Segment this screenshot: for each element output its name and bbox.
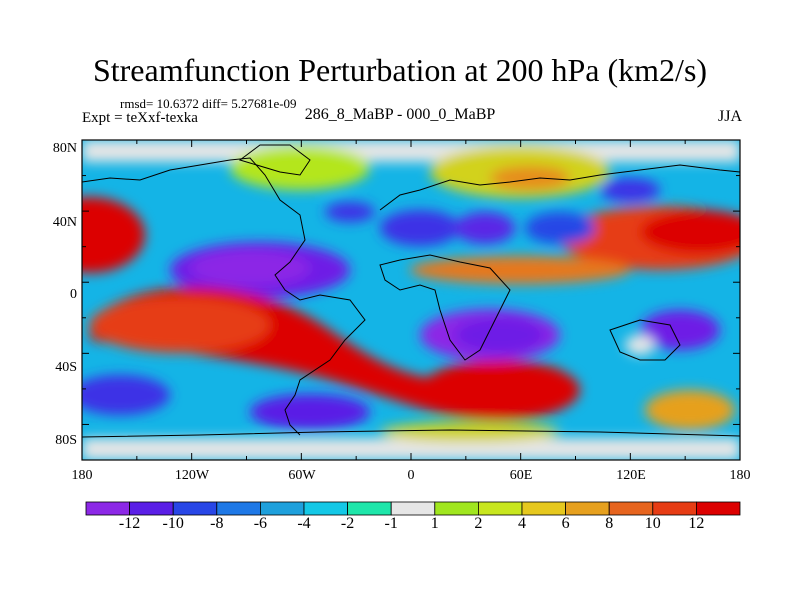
middle-east-tongue (410, 256, 630, 284)
south-pacific-high (645, 390, 735, 430)
antarctica-outline (82, 429, 740, 438)
australia-outline (609, 319, 681, 361)
pacific-high-left (82, 197, 145, 273)
lon-label: 60E (509, 468, 533, 483)
colorbar-swatch (216, 501, 261, 516)
lon-label: 60W (288, 468, 316, 483)
colorbar-label: 10 (644, 515, 661, 532)
colorbar (85, 501, 741, 516)
colorbar-label: 1 (430, 515, 439, 532)
colorbar-label: -10 (162, 515, 184, 532)
colorbar-label: 2 (474, 515, 483, 532)
indian-low (640, 310, 720, 350)
lat-label: 40S (55, 360, 77, 375)
lon-label: 0 (407, 468, 415, 483)
colorbar-label: -1 (384, 515, 398, 532)
colorbar-swatch (85, 501, 130, 516)
greenland-outline (238, 144, 311, 176)
lat-label: 80S (55, 433, 77, 448)
south-polar-region (82, 438, 740, 460)
colorbar-label: -6 (253, 515, 268, 532)
colorbar-swatch (303, 501, 348, 516)
stats-text: rmsd= 10.6372 diff= 5.27681e-09 (120, 96, 297, 111)
africa-outline (379, 254, 511, 361)
colorbar-swatch (129, 501, 174, 516)
lat-label: 40N (52, 215, 77, 230)
colorbar-label: 12 (688, 515, 705, 532)
colorbar-label: -8 (210, 515, 224, 532)
colorbar-swatch (477, 501, 523, 516)
colorbar-label: 6 (561, 515, 570, 532)
colorbar-label: 8 (605, 515, 614, 532)
field-layer (82, 140, 740, 460)
colorbar-swatch (608, 501, 654, 516)
axis-ticks (81, 139, 741, 461)
colorbar-label: -12 (118, 515, 141, 532)
antarctic-low (250, 394, 370, 430)
colorbar-swatch (652, 501, 697, 516)
season-label: JJA (717, 108, 742, 125)
europe-low (380, 210, 460, 246)
contour-field (82, 140, 740, 460)
colorbar-swatch (259, 501, 305, 516)
lon-label: 120E (616, 468, 646, 483)
colorbar-label: -2 (340, 515, 355, 532)
colorbar-swatch (390, 501, 436, 516)
colorbar-swatch (347, 501, 392, 516)
coastlines (82, 144, 740, 438)
lat-label: 80N (52, 141, 77, 156)
siberia-peak (490, 166, 570, 190)
north-positive-band (230, 146, 370, 190)
colorbar-swatch (521, 501, 566, 516)
colorbar-swatch (696, 501, 741, 516)
lon-label: 120W (174, 468, 210, 483)
colorbar-swatch (172, 501, 218, 516)
experiment-label: Expt = teXxf-texka (82, 110, 198, 126)
colorbar-label: 4 (518, 515, 526, 532)
subtitle: 286_8_MaBP - 000_0_MaBP (304, 106, 496, 123)
colorbar-swatch (565, 501, 610, 516)
americas-outline (82, 157, 366, 436)
lat-label: 0 (70, 287, 77, 302)
lon-label: 180 (729, 468, 751, 483)
colorbar-swatch (434, 501, 479, 516)
eurasia-outline (379, 164, 740, 211)
colorbar-label: -4 (297, 515, 311, 532)
plot-title: Streamfunction Perturbation at 200 hPa (… (92, 52, 708, 88)
lon-label: 180 (71, 468, 93, 483)
